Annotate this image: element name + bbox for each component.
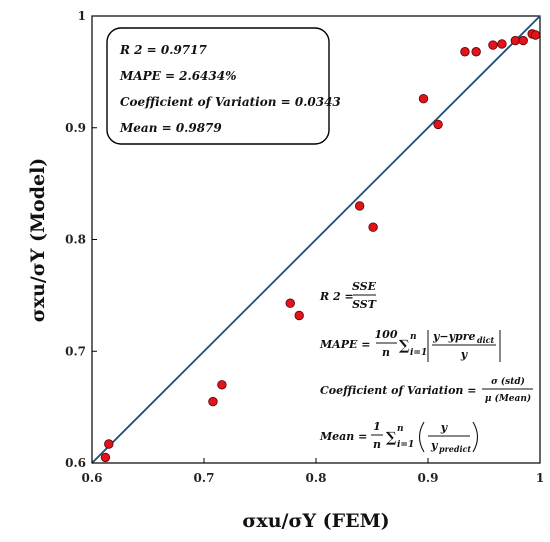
- formula-mean-sum: ∑: [386, 430, 397, 446]
- stats-box-frame: [106, 27, 330, 145]
- formula-mape-abs-den: y: [460, 348, 469, 361]
- data-point: [100, 452, 111, 463]
- y-axis-label: σxu/σY (Model): [27, 158, 49, 323]
- data-point: [510, 35, 521, 46]
- stat-mean: Mean = 0.9879: [119, 121, 222, 135]
- data-point: [208, 396, 218, 407]
- formula-mean-num: 1: [373, 420, 381, 433]
- y-tick-label: 0.7: [65, 344, 86, 358]
- formula-mean-paren-den-sub: predict: [439, 444, 471, 454]
- data-point: [217, 380, 227, 390]
- formula-mape-sup: n: [410, 332, 417, 342]
- data-point: [433, 119, 443, 130]
- stat-mape: MAPE = 2.6434%: [119, 69, 237, 83]
- y-axis-ticks: 0.6 0.7 0.8 0.9 1: [65, 9, 97, 470]
- y-tick-label: 1: [78, 9, 86, 23]
- formula-cov-lhs: Coefficient of Variation =: [320, 384, 476, 397]
- data-points: [100, 29, 541, 463]
- data-point: [354, 201, 365, 211]
- data-point: [368, 222, 378, 232]
- data-point: [104, 439, 114, 449]
- stats-box: R 2 = 0.9717 MAPE = 2.6434% Coefficient …: [106, 27, 341, 145]
- data-point: [294, 310, 304, 321]
- x-axis-ticks: 0.6 0.7 0.8 0.9 1: [82, 458, 544, 485]
- data-point: [530, 30, 541, 40]
- data-point: [488, 40, 498, 50]
- formula-mean-lhs: Mean =: [319, 430, 367, 443]
- formula-mean-den: n: [373, 438, 381, 451]
- y-tick-label: 0.8: [65, 233, 86, 247]
- y-tick-label: 0.9: [65, 121, 86, 135]
- formula-mean-sub: i=1: [397, 440, 414, 450]
- formula-mean-paren-left: [418, 421, 425, 453]
- x-tick-label: 0.9: [418, 471, 439, 485]
- formula-r2-lhs: R 2 =: [319, 290, 354, 303]
- formula-mape-den: n: [382, 346, 390, 359]
- formula-mape-lhs: MAPE =: [319, 338, 370, 351]
- formula-mape-sum: ∑: [399, 338, 410, 354]
- formula-mean-paren-num: y: [440, 421, 449, 434]
- x-tick-label: 1: [536, 471, 544, 485]
- formula-mape-abs-num-sub: dict: [477, 335, 495, 345]
- formula-cov-den: μ (Mean): [485, 393, 531, 404]
- reference-line: [91, 15, 541, 464]
- formula-r2-num: SSE: [352, 280, 377, 293]
- formula-mape-abs-num: y−ypre: [432, 330, 476, 343]
- data-point: [460, 47, 470, 57]
- formula-mape-sub: i=1: [410, 348, 427, 358]
- stat-r2: R 2 = 0.9717: [119, 43, 207, 57]
- formula-mean-sup: n: [397, 424, 404, 434]
- formula-cov-num: σ (std): [491, 376, 525, 387]
- data-point: [497, 39, 507, 49]
- x-axis-label: σxu/σY (FEM): [242, 510, 389, 532]
- data-point: [471, 47, 481, 57]
- formula-mean-paren-den: y: [430, 439, 439, 452]
- y-tick-label: 0.6: [65, 456, 86, 470]
- data-point: [518, 35, 528, 46]
- x-tick-label: 0.8: [306, 471, 327, 485]
- x-tick-label: 0.6: [82, 471, 103, 485]
- formulas: R 2 = SSE SST MAPE = 100 n ∑ n i=1 y−ypr…: [319, 280, 533, 454]
- data-point: [418, 93, 429, 104]
- data-point: [285, 298, 295, 308]
- formula-mape-num: 100: [375, 328, 398, 341]
- formula-mean-paren-right: [472, 421, 479, 453]
- formula-r2-den: SST: [352, 298, 377, 311]
- stat-cov: Coefficient of Variation = 0.0343: [120, 95, 341, 109]
- x-tick-label: 0.7: [194, 471, 215, 485]
